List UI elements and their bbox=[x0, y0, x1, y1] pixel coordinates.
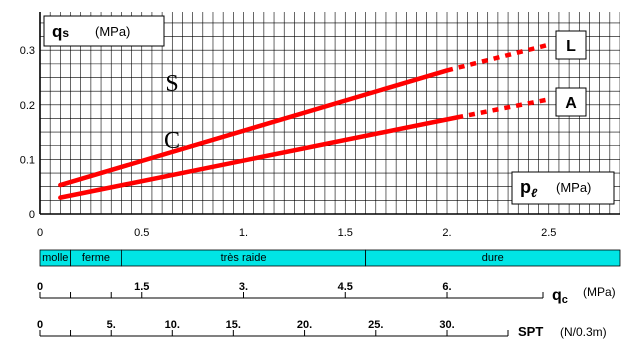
y-tick-label: 0.1 bbox=[20, 154, 35, 166]
x-axis-label: pℓ bbox=[520, 177, 538, 200]
x-tick-label: 1.5 bbox=[338, 227, 353, 239]
x-tick-label: 0.5 bbox=[134, 227, 149, 239]
spt-tick-label: 25. bbox=[368, 319, 383, 331]
x-tick-label: 0 bbox=[37, 227, 43, 239]
qc-tick-label: 0 bbox=[37, 281, 43, 293]
spt-tick-label: 5. bbox=[107, 319, 116, 331]
y-axis-label-box: qs (MPa) bbox=[43, 15, 165, 47]
y-axis-unit: (MPa) bbox=[95, 24, 130, 39]
consistency-label: très raide bbox=[221, 252, 267, 264]
qc-scale: 0 1.5 3. 4.5 6. qc (MPa) bbox=[37, 281, 616, 306]
x-axis-label-box: pℓ (MPa) bbox=[511, 171, 615, 205]
series-extension-L bbox=[446, 42, 550, 73]
x-axis-unit: (MPa) bbox=[556, 180, 591, 195]
consistency-label: dure bbox=[482, 252, 504, 264]
spt-tick-label: 15. bbox=[226, 319, 241, 331]
consistency-segment bbox=[365, 249, 621, 267]
consistency-scale: molle ferme très raide dure bbox=[39, 249, 621, 267]
y-tick-label: 0 bbox=[29, 209, 35, 221]
series-label-A: A bbox=[555, 87, 587, 117]
qc-tick-label: 3. bbox=[239, 281, 248, 293]
consistency-label: ferme bbox=[82, 252, 110, 264]
qc-tick-label: 1.5 bbox=[134, 281, 149, 293]
axes bbox=[39, 12, 620, 215]
spt-tick-label: 0 bbox=[37, 319, 43, 331]
y-tick-label: 0.3 bbox=[20, 45, 35, 57]
series-line-A bbox=[58, 115, 460, 200]
series-line-L bbox=[58, 68, 450, 188]
x-tick-label: 1. bbox=[239, 227, 248, 239]
svg-text:A: A bbox=[565, 95, 577, 112]
spt-scale: 0 5. 10. 15. 20. 25. 30. SPT (N/0.3m) bbox=[37, 319, 607, 339]
spt-tick-label: 10. bbox=[165, 319, 180, 331]
annotation-S: S bbox=[165, 71, 178, 97]
series-layer bbox=[58, 42, 550, 200]
tick-labels: 0 0.1 0.2 0.3 0 0.5 1. 1.5 2. 2.5 bbox=[20, 45, 557, 239]
spt-unit: (N/0.3m) bbox=[560, 325, 607, 339]
y-tick-label: 0.2 bbox=[20, 100, 35, 112]
consistency-label: molle bbox=[42, 252, 68, 264]
x-tick-label: 2.5 bbox=[541, 227, 556, 239]
annotation-C: C bbox=[164, 128, 180, 154]
series-label-L: L bbox=[555, 30, 587, 60]
svg-text:L: L bbox=[566, 38, 576, 55]
qc-tick-label: 6. bbox=[442, 281, 451, 293]
qc-unit: (MPa) bbox=[583, 285, 616, 299]
y-axis-label: qs bbox=[52, 22, 69, 41]
x-tick-label: 2. bbox=[442, 227, 451, 239]
qc-tick-label: 4.5 bbox=[338, 281, 353, 293]
spt-label: SPT bbox=[518, 324, 543, 339]
spt-tick-label: 20. bbox=[297, 319, 312, 331]
spt-tick-label: 30. bbox=[439, 319, 454, 331]
series-extension-A bbox=[456, 97, 550, 120]
qc-label: qc bbox=[552, 287, 568, 306]
